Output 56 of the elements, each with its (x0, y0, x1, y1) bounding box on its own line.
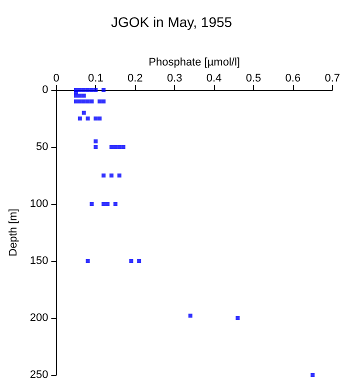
point (117, 174, 122, 178)
x-axis-title: Phosphate [µmol/l] (148, 56, 240, 68)
y-tick-label: 150 (30, 255, 48, 267)
y-tick-label: 50 (36, 141, 48, 153)
x-tick-label: 0.3 (166, 72, 182, 84)
point (109, 145, 114, 149)
x-tick-label: 0.7 (324, 72, 340, 84)
point (78, 88, 82, 92)
point (74, 99, 78, 104)
point (113, 202, 118, 206)
point (129, 259, 134, 263)
point (109, 174, 114, 178)
y-tick-label: 200 (30, 312, 48, 324)
point (102, 88, 106, 92)
x-tick-label: 0.2 (127, 72, 143, 84)
point (102, 99, 106, 104)
point (98, 116, 102, 120)
point (94, 139, 98, 144)
point (78, 116, 82, 120)
point (82, 94, 86, 98)
point (98, 99, 102, 104)
point (121, 145, 126, 149)
point (86, 116, 90, 120)
point (86, 259, 90, 263)
point (310, 373, 315, 377)
y-tick-label: 250 (30, 369, 48, 381)
point (82, 88, 86, 92)
point (90, 202, 94, 206)
point (94, 145, 98, 149)
point (82, 99, 86, 104)
chart-title: JGOK in May, 1955 (110, 14, 232, 30)
point (188, 314, 192, 318)
y-tick-label: 100 (30, 198, 48, 210)
point (94, 116, 98, 120)
x-tick-label: 0.4 (206, 72, 222, 84)
point (90, 99, 94, 104)
point (74, 94, 78, 98)
point (102, 174, 106, 178)
point (106, 202, 110, 206)
point (236, 316, 240, 320)
x-tick-label: 0.5 (246, 72, 262, 84)
x-tick-label: 0.6 (285, 72, 301, 84)
point (94, 88, 98, 92)
y-axis-title: Depth [m] (8, 208, 20, 256)
point (137, 259, 142, 263)
point (102, 202, 106, 206)
point (86, 99, 90, 104)
point (78, 99, 82, 104)
point (117, 145, 122, 149)
x-tick-label: 0.1 (88, 72, 104, 84)
point (113, 145, 118, 149)
x-tick-label: 0 (53, 72, 60, 84)
point (78, 94, 82, 98)
point (82, 110, 86, 115)
point (86, 88, 90, 92)
y-tick-label: 0 (42, 84, 48, 96)
